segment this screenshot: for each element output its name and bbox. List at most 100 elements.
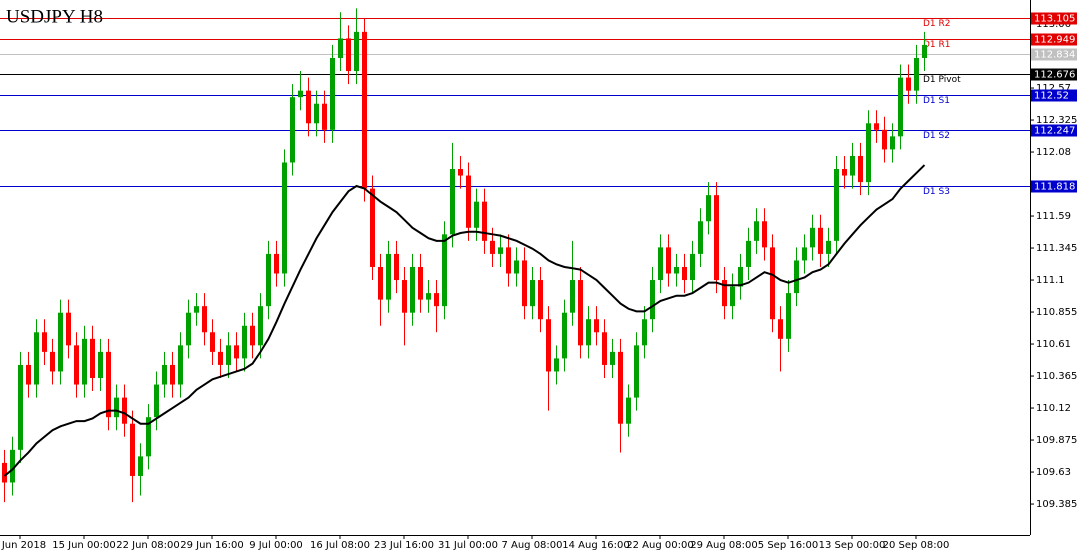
plot <box>2 8 927 503</box>
candle-body <box>786 293 791 339</box>
candle-body <box>874 123 879 130</box>
candle-body <box>626 397 631 424</box>
candle-body <box>490 240 495 254</box>
candle-body <box>738 266 743 287</box>
y-tick-label: 111.1 <box>1036 275 1065 286</box>
candle-body <box>578 280 583 346</box>
y-tick-label: 110.12 <box>1036 403 1071 414</box>
candle-body <box>450 169 455 235</box>
candle-body <box>522 260 527 307</box>
y-tick-label: 110.365 <box>1036 371 1077 382</box>
x-tick-label: Jun 2018 <box>1 540 46 551</box>
candle-body <box>26 364 31 385</box>
y-tick-label: 111.345 <box>1036 243 1077 254</box>
candle-body <box>538 280 543 320</box>
candle-body <box>674 266 679 274</box>
candle-body <box>818 227 823 254</box>
candle-body <box>186 312 191 346</box>
candle-body <box>138 456 143 476</box>
candle-body <box>514 260 519 274</box>
price-tag <box>1031 12 1077 25</box>
candle-body <box>42 332 47 352</box>
candle-body <box>362 31 367 189</box>
candle-body <box>866 123 871 183</box>
candle-body <box>354 31 359 72</box>
y-tick-label: 109.63 <box>1036 467 1071 478</box>
level-name: D1 S3 <box>923 187 950 197</box>
x-tick-label: 9 Jul 00:00 <box>249 540 303 551</box>
candle-body <box>698 221 703 254</box>
price-tag <box>1031 180 1077 193</box>
candle-body <box>914 57 919 91</box>
candle-body <box>922 44 927 58</box>
candle-body <box>90 338 95 379</box>
candle-body <box>282 162 287 274</box>
candle-body <box>2 462 7 483</box>
candle-body <box>298 90 303 98</box>
y-tick-label: 113.06 <box>1036 19 1071 30</box>
candle-body <box>882 129 887 150</box>
candle-body <box>122 397 127 424</box>
candle-body <box>290 97 295 163</box>
candle-body <box>378 266 383 300</box>
y-tick-label: 111.59 <box>1036 211 1071 222</box>
y-tick-label: 112.325 <box>1036 115 1077 126</box>
candle-body <box>778 319 783 339</box>
candle-body <box>770 247 775 320</box>
candle-body <box>594 319 599 333</box>
candle-body <box>50 351 55 372</box>
candle-body <box>202 306 207 333</box>
axis: 113.06 112.57 112.325 112.08 111.59 111.345 11… <box>1 19 1077 551</box>
candle-body <box>586 319 591 346</box>
candle-body <box>858 155 863 183</box>
candle-body <box>194 306 199 313</box>
candle-body <box>130 423 135 476</box>
candle-body <box>826 240 831 254</box>
candle-body <box>650 280 655 320</box>
y-tick-label: 112.08 <box>1036 147 1071 158</box>
candle-body <box>682 266 687 281</box>
candle-body <box>210 332 215 352</box>
candle-body <box>506 247 511 274</box>
candle-body <box>602 332 607 365</box>
level-name: D1 Pivot <box>923 75 961 85</box>
price-tag-label: 112.676 <box>1034 70 1075 81</box>
price-tag-label: 112.834 <box>1034 50 1075 61</box>
x-tick-label: 22 Aug 00:00 <box>626 540 693 551</box>
candle-body <box>802 247 807 261</box>
candle-body <box>658 247 663 281</box>
price-tag-label: 112.247 <box>1034 126 1075 137</box>
candle-body <box>642 319 647 346</box>
x-tick-label: 20 Sep 08:00 <box>883 540 950 551</box>
candle-body <box>394 253 399 281</box>
candle-body <box>754 221 759 241</box>
level-name: D1 R1 <box>923 40 951 50</box>
candle-body <box>274 253 279 274</box>
candle-body <box>250 325 255 346</box>
price-tag <box>1031 124 1077 137</box>
y-tick-label: 109.875 <box>1036 435 1077 446</box>
level-name: D1 S1 <box>923 96 950 106</box>
candle-body <box>314 103 319 124</box>
y-tick-label: 109.385 <box>1036 499 1077 510</box>
y-tick-label: 110.61 <box>1036 339 1071 350</box>
candle-body <box>546 319 551 372</box>
candle-body <box>146 417 151 457</box>
y-tick-label: 112.57 <box>1036 83 1071 94</box>
candle-body <box>34 332 39 385</box>
levels: D1 R2 D1 R1 D1 Pivot D1 S1 D1 S2 D1 S3 <box>0 18 1030 197</box>
x-tick-label: 14 Aug 16:00 <box>562 540 629 551</box>
candle-body <box>906 77 911 91</box>
x-tick-label: 15 Jun 00:00 <box>52 540 116 551</box>
price-tag <box>1031 68 1077 81</box>
candle-body <box>466 175 471 228</box>
candle-body <box>810 227 815 248</box>
level-name: D1 S2 <box>923 131 950 141</box>
candle-body <box>386 253 391 300</box>
candle-body <box>482 201 487 241</box>
price-tag-label: 112.949 <box>1034 35 1075 46</box>
moving-average <box>3 164 926 477</box>
candle-body <box>338 38 343 58</box>
y-tick-label: 110.855 <box>1036 307 1077 318</box>
candle-body <box>114 397 119 418</box>
